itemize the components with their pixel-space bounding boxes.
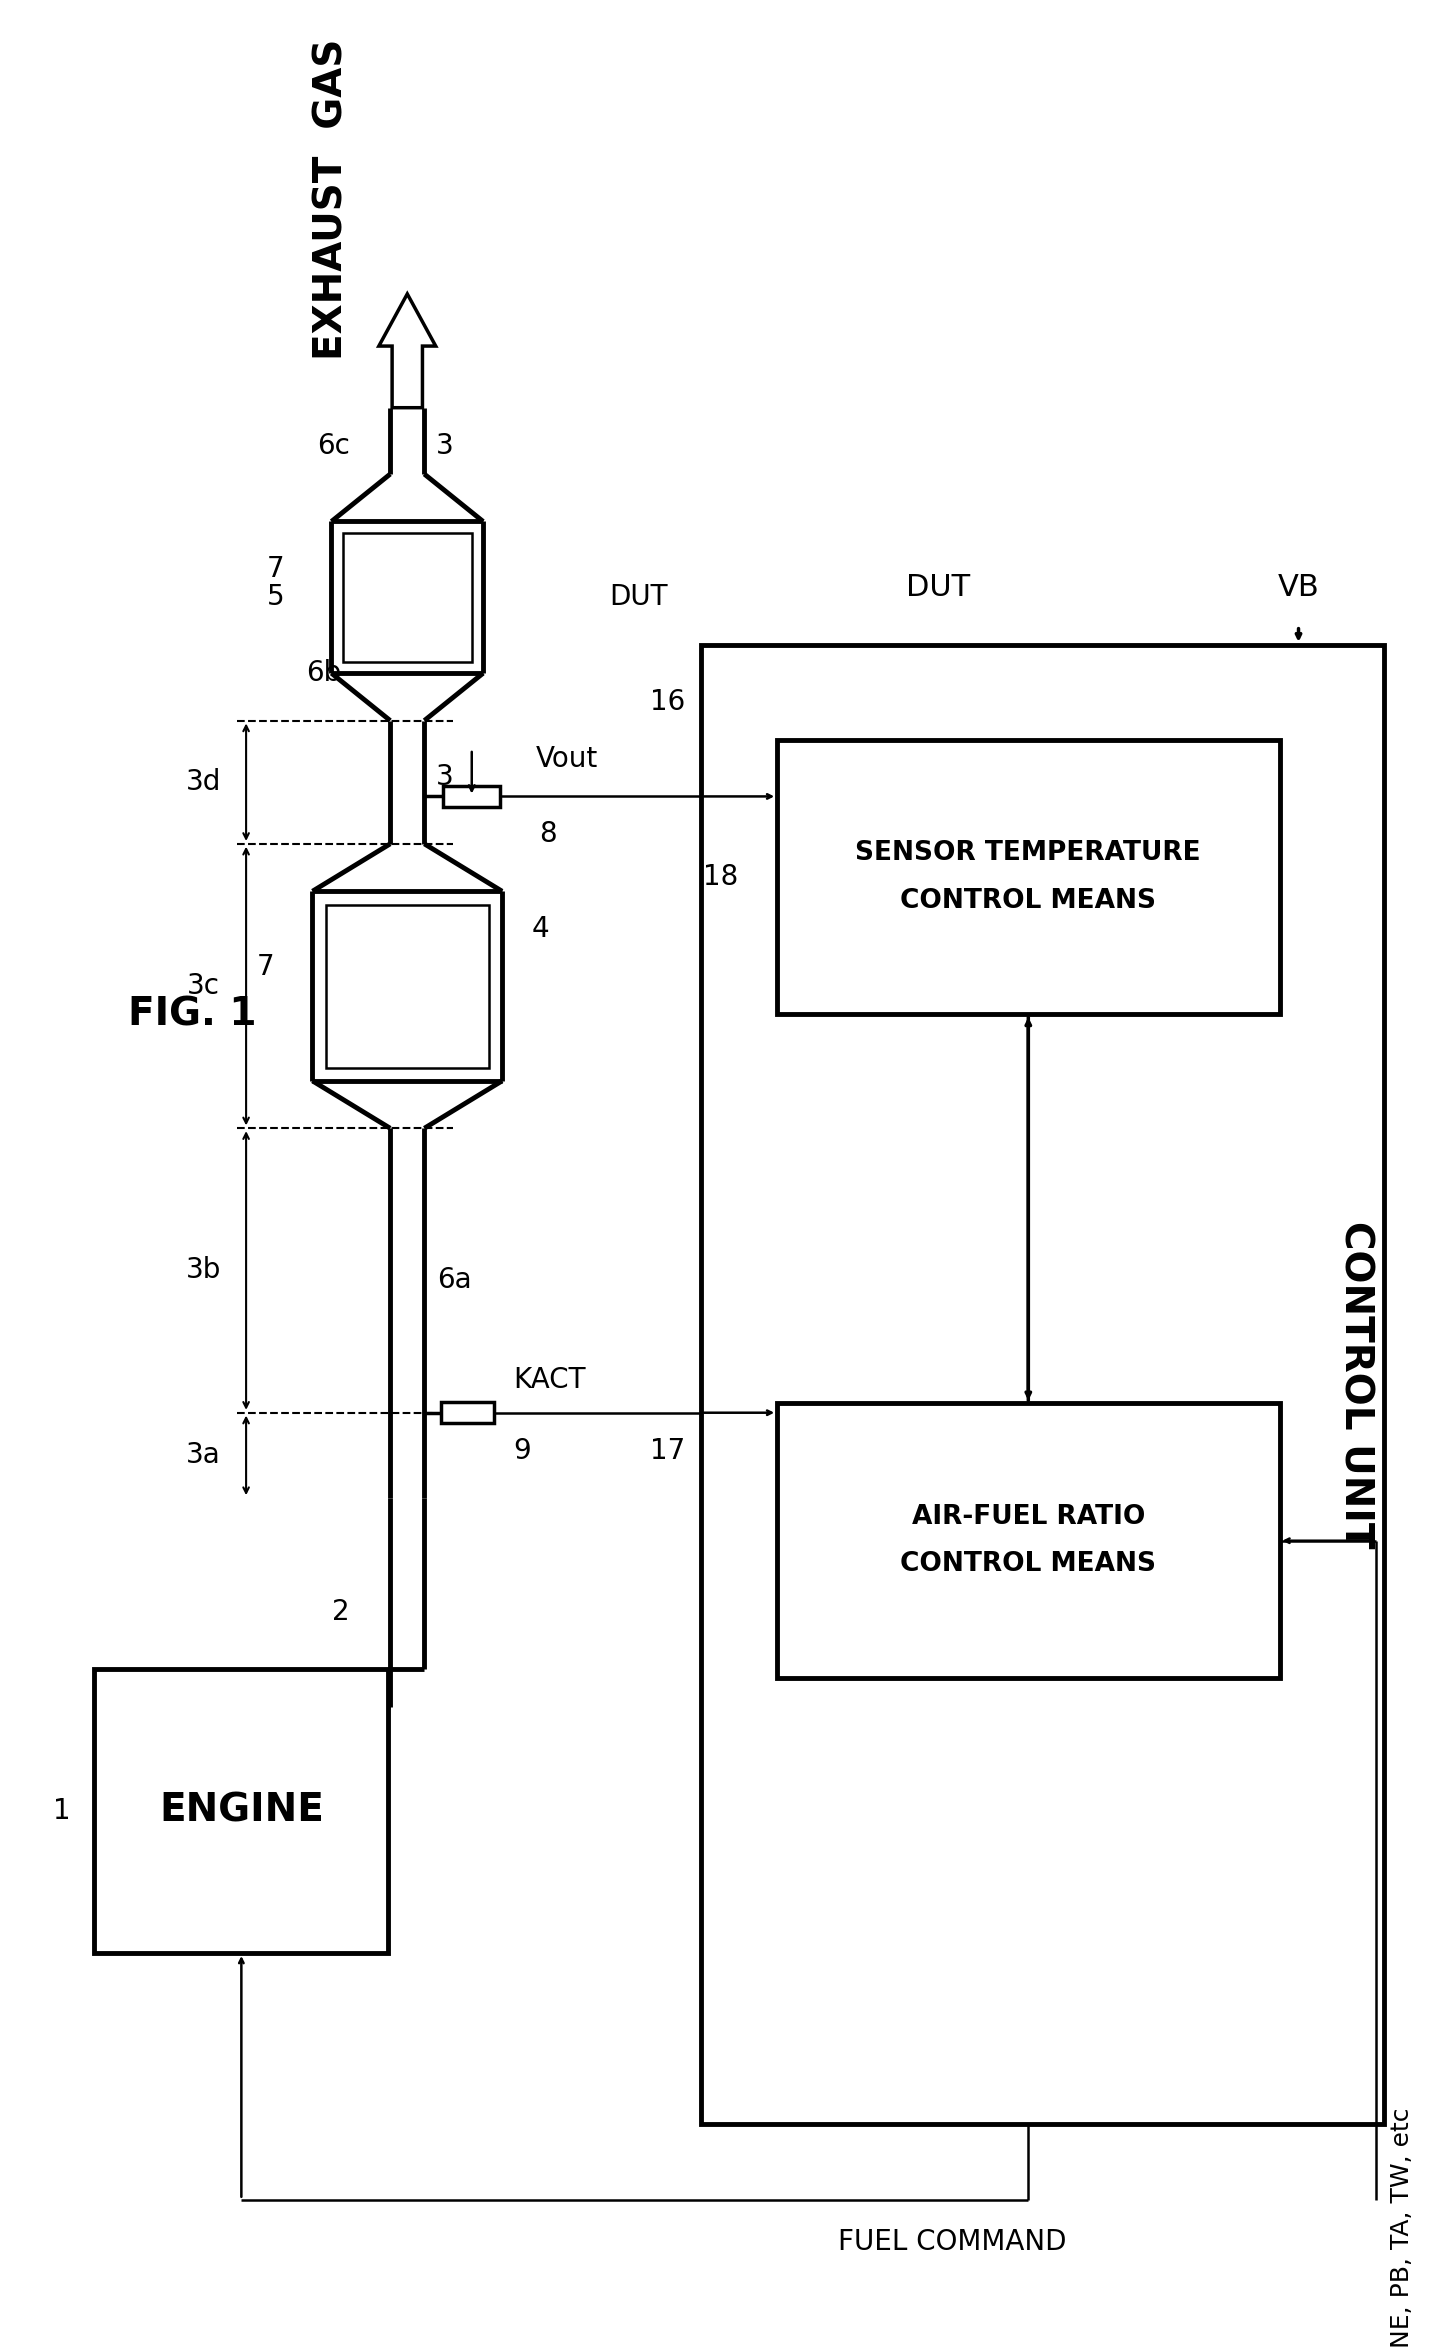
Bar <box>777 740 1280 1014</box>
Text: 18: 18 <box>703 864 738 890</box>
Text: EXHAUST  GAS: EXHAUST GAS <box>312 38 350 359</box>
Text: CONTROL MEANS: CONTROL MEANS <box>901 888 1157 913</box>
FancyArrow shape <box>379 294 436 409</box>
Bar <box>343 533 472 662</box>
Text: AIR-FUEL RATIO: AIR-FUEL RATIO <box>911 1505 1145 1531</box>
Text: 3a: 3a <box>186 1442 221 1470</box>
Text: FIG. 1: FIG. 1 <box>128 996 256 1033</box>
Text: Vout: Vout <box>536 744 597 772</box>
Text: 7: 7 <box>266 554 283 582</box>
Bar <box>702 646 1383 2125</box>
Text: 16: 16 <box>651 688 686 716</box>
Bar <box>94 1669 388 1954</box>
Text: ENGINE: ENGINE <box>158 1792 324 1829</box>
Text: FUEL COMMAND: FUEL COMMAND <box>838 2228 1067 2256</box>
Text: CONTROL UNIT: CONTROL UNIT <box>1337 1221 1375 1547</box>
Text: 3b: 3b <box>186 1256 221 1284</box>
Text: 6c: 6c <box>317 432 350 460</box>
Text: 3d: 3d <box>186 768 221 796</box>
Text: 7: 7 <box>257 953 275 981</box>
Text: 3c: 3c <box>187 972 219 1000</box>
Text: 6b: 6b <box>307 660 341 688</box>
Bar <box>443 787 500 808</box>
Text: DUT: DUT <box>609 582 668 610</box>
Text: 3: 3 <box>436 432 455 460</box>
Text: 5: 5 <box>266 582 283 610</box>
Text: 6a: 6a <box>437 1266 472 1294</box>
Text: 3: 3 <box>436 763 455 791</box>
Text: CONTROL MEANS: CONTROL MEANS <box>901 1552 1157 1578</box>
Text: 17: 17 <box>651 1437 686 1465</box>
Bar <box>442 1402 494 1423</box>
Text: 1: 1 <box>54 1796 71 1824</box>
Bar <box>777 1404 1280 1679</box>
Text: SENSOR TEMPERATURE: SENSOR TEMPERATURE <box>856 841 1202 866</box>
Text: 9: 9 <box>513 1437 530 1465</box>
Text: 2: 2 <box>333 1599 350 1625</box>
Text: 4: 4 <box>532 916 549 944</box>
Text: NE, PB, TA, TW, etc: NE, PB, TA, TW, etc <box>1391 2109 1414 2348</box>
Text: 8: 8 <box>539 819 556 848</box>
Text: VB: VB <box>1277 573 1319 603</box>
Bar <box>325 904 488 1068</box>
Text: DUT: DUT <box>907 573 971 603</box>
Text: KACT: KACT <box>513 1367 586 1392</box>
